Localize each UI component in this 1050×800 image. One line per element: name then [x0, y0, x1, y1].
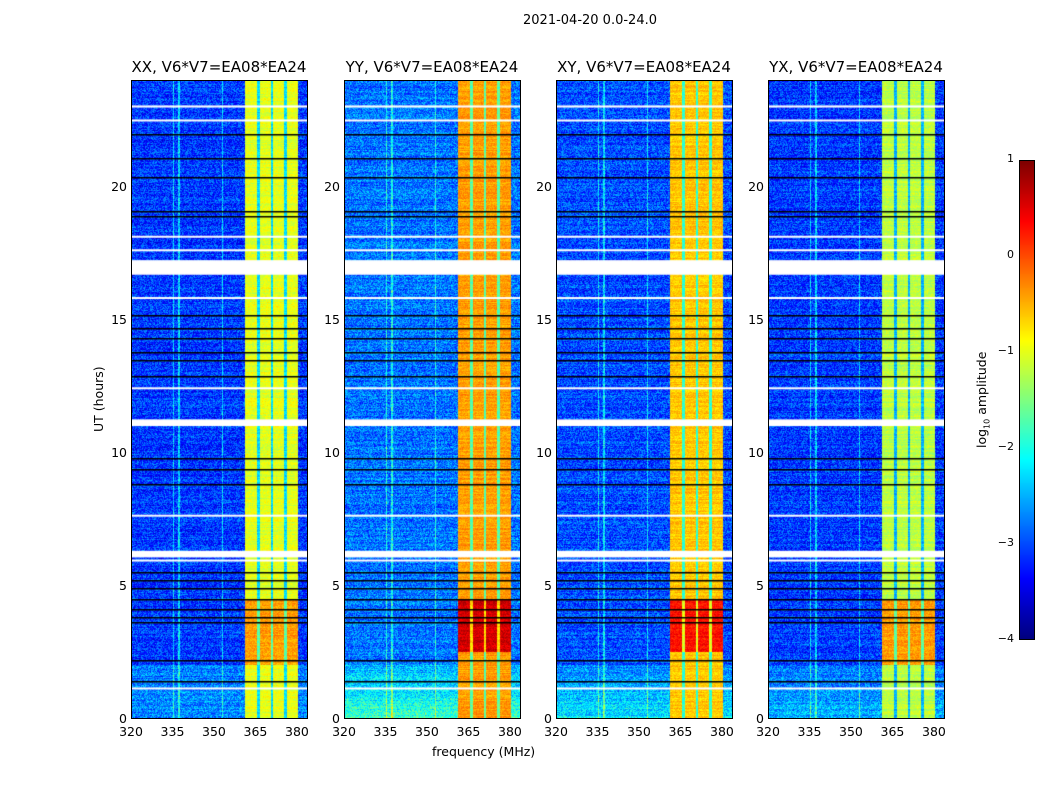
- colorbar-tick-label: −3: [997, 536, 1014, 549]
- y-tick-label: 15: [111, 311, 127, 327]
- figure-title: 2021-04-20 0.0-24.0: [523, 13, 657, 28]
- x-tick-label: 350: [202, 724, 226, 739]
- panel-title: XY, V6*V7=EA08*EA24: [557, 58, 731, 76]
- x-tick-label: 365: [668, 724, 693, 739]
- y-axis-label: UT (hours): [91, 366, 106, 432]
- x-tick-label: 320: [756, 724, 780, 739]
- y-tick-label: 10: [111, 444, 127, 460]
- colorbar-tick-label: 1: [1007, 152, 1014, 165]
- heatmap-panel-0: [131, 80, 308, 719]
- x-tick-label: 335: [797, 724, 822, 739]
- y-tick-label: 0: [756, 711, 764, 726]
- y-tick-label: 20: [324, 178, 340, 194]
- x-tick-label: 380: [285, 724, 309, 739]
- heatmap-panel-1: [344, 80, 521, 719]
- panel-title: YY, V6*V7=EA08*EA24: [345, 58, 519, 76]
- heatmap-panel-3: [768, 80, 945, 719]
- y-tick-label: 20: [748, 178, 764, 194]
- colorbar-tick-label: −1: [997, 344, 1014, 357]
- colorbar-label: log10 amplitude: [974, 351, 992, 448]
- x-tick-label: 380: [922, 724, 946, 739]
- x-tick-label: 380: [710, 724, 734, 739]
- heatmap-panel-2: [556, 80, 733, 719]
- x-axis-label: frequency (MHz): [432, 744, 536, 759]
- y-tick-label: 0: [119, 711, 127, 726]
- y-tick-label: 5: [332, 577, 340, 593]
- panel-title: XX, V6*V7=EA08*EA24: [131, 58, 307, 76]
- x-tick-label: 335: [160, 724, 185, 739]
- x-tick-label: 365: [880, 724, 905, 739]
- x-tick-label: 365: [456, 724, 481, 739]
- heatmap-cells: [557, 81, 732, 718]
- x-tick-label: 365: [243, 724, 268, 739]
- y-tick-label: 5: [756, 577, 764, 593]
- x-tick-label: 350: [627, 724, 651, 739]
- panel-title: YX, V6*V7=EA08*EA24: [769, 58, 943, 76]
- x-tick-label: 350: [415, 724, 439, 739]
- colorbar-tick-label: −2: [997, 440, 1014, 453]
- x-tick-label: 335: [373, 724, 398, 739]
- y-tick-label: 15: [748, 311, 764, 327]
- y-tick-label: 20: [111, 178, 127, 194]
- y-tick-label: 15: [536, 311, 552, 327]
- y-tick-label: 10: [324, 444, 340, 460]
- y-tick-label: 10: [748, 444, 764, 460]
- y-tick-label: 10: [536, 444, 552, 460]
- x-tick-label: 335: [585, 724, 610, 739]
- y-tick-label: 20: [536, 178, 552, 194]
- y-tick-label: 15: [324, 311, 340, 327]
- colorbar: [1019, 160, 1035, 640]
- heatmap-cells: [769, 81, 944, 718]
- y-tick-label: 5: [544, 577, 552, 593]
- heatmap-cells: [132, 81, 307, 718]
- y-tick-label: 0: [332, 711, 340, 726]
- colorbar-tick-label: −4: [997, 632, 1014, 645]
- x-tick-label: 320: [119, 724, 143, 739]
- y-tick-label: 5: [119, 577, 127, 593]
- x-tick-label: 320: [544, 724, 568, 739]
- heatmap-cells: [345, 81, 520, 718]
- x-tick-label: 320: [332, 724, 356, 739]
- y-tick-label: 0: [544, 711, 552, 726]
- x-tick-label: 350: [839, 724, 863, 739]
- x-tick-label: 380: [498, 724, 522, 739]
- colorbar-tick-label: 0: [1007, 248, 1014, 261]
